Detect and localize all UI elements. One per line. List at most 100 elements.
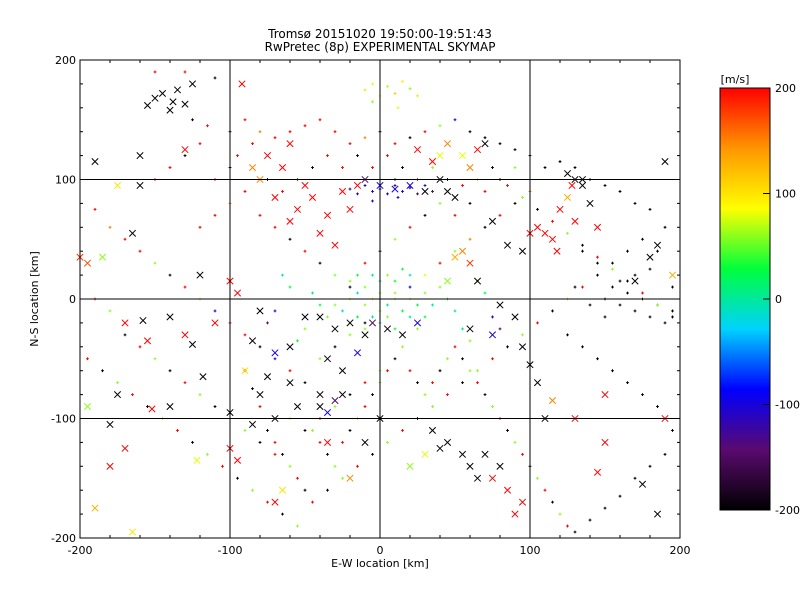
- data-point: [408, 273, 412, 277]
- data-point: [581, 249, 584, 253]
- data-point: [453, 309, 457, 313]
- data-point: [121, 444, 129, 452]
- data-point: [176, 429, 179, 432]
- data-point: [671, 309, 674, 313]
- chart-title: Tromsø 20151020 19:50:00-19:51:43: [267, 27, 492, 41]
- data-point: [138, 345, 142, 349]
- data-point: [573, 285, 577, 289]
- data-point: [91, 504, 99, 512]
- data-point: [281, 452, 284, 456]
- data-point: [278, 163, 287, 172]
- data-point: [491, 315, 494, 319]
- data-point: [626, 279, 629, 283]
- data-point: [401, 429, 404, 432]
- data-point: [653, 510, 662, 518]
- data-point: [221, 464, 224, 468]
- data-point: [543, 166, 547, 169]
- data-point: [303, 124, 307, 128]
- data-point: [166, 106, 174, 114]
- data-point: [566, 524, 569, 528]
- data-point: [506, 184, 509, 187]
- data-point: [431, 381, 434, 385]
- data-point: [356, 192, 359, 196]
- data-point: [108, 309, 112, 313]
- data-point: [271, 193, 279, 201]
- data-point: [476, 381, 479, 385]
- data-point: [438, 124, 442, 128]
- data-point: [353, 181, 362, 190]
- data-point: [341, 309, 344, 313]
- data-point: [251, 142, 254, 146]
- data-point: [503, 241, 512, 249]
- data-point: [303, 488, 307, 492]
- data-point: [333, 345, 337, 349]
- data-point: [288, 130, 292, 134]
- data-point: [446, 393, 449, 396]
- data-point: [361, 438, 369, 446]
- data-point: [481, 450, 489, 458]
- data-point: [311, 429, 314, 432]
- data-point: [491, 166, 494, 169]
- data-point: [648, 207, 652, 211]
- data-point: [443, 277, 452, 285]
- data-point: [143, 101, 152, 109]
- data-point: [468, 369, 472, 373]
- data-point: [153, 70, 157, 74]
- data-point: [648, 267, 652, 271]
- data-point: [86, 357, 89, 361]
- data-point: [331, 241, 339, 249]
- data-point: [266, 429, 269, 432]
- data-point: [633, 309, 637, 313]
- data-point: [671, 429, 674, 432]
- data-point: [346, 205, 354, 213]
- data-point: [346, 474, 354, 482]
- data-point: [238, 80, 246, 88]
- data-point: [341, 166, 344, 169]
- data-point: [483, 136, 487, 140]
- data-point: [273, 309, 277, 313]
- data-point: [438, 261, 442, 265]
- data-point: [356, 154, 359, 157]
- data-point: [288, 237, 292, 241]
- data-point: [316, 391, 324, 399]
- data-point: [406, 462, 414, 470]
- data-point: [363, 88, 367, 92]
- data-point: [518, 343, 527, 351]
- data-point: [596, 261, 599, 265]
- data-point: [498, 213, 502, 217]
- data-point: [618, 303, 622, 307]
- data-point: [243, 333, 247, 337]
- data-point: [363, 321, 367, 325]
- data-point: [198, 393, 202, 396]
- data-point: [423, 315, 427, 319]
- data-point: [558, 160, 562, 163]
- data-point: [281, 190, 284, 193]
- data-point: [671, 315, 674, 319]
- y-tick-label: 100: [55, 174, 76, 187]
- data-point: [206, 124, 209, 128]
- x-tick-label: -100: [218, 544, 243, 557]
- data-point: [488, 217, 497, 225]
- data-point: [316, 229, 324, 237]
- data-point: [153, 357, 157, 361]
- data-point: [513, 202, 517, 205]
- data-point: [428, 426, 437, 435]
- data-point: [206, 452, 209, 456]
- data-point: [611, 285, 614, 289]
- data-point: [318, 303, 322, 307]
- data-point: [408, 225, 412, 229]
- data-point: [553, 247, 561, 255]
- data-point: [258, 130, 262, 134]
- data-point: [581, 285, 584, 289]
- data-point: [241, 367, 249, 375]
- x-tick-label: 0: [377, 544, 384, 557]
- y-tick-label: -100: [51, 413, 76, 426]
- data-point: [371, 315, 374, 319]
- gridlines: [80, 60, 680, 538]
- data-point: [413, 319, 422, 327]
- data-point: [386, 303, 389, 307]
- data-point: [633, 273, 637, 277]
- data-point: [443, 438, 452, 446]
- data-point: [453, 118, 457, 122]
- data-point: [543, 488, 547, 492]
